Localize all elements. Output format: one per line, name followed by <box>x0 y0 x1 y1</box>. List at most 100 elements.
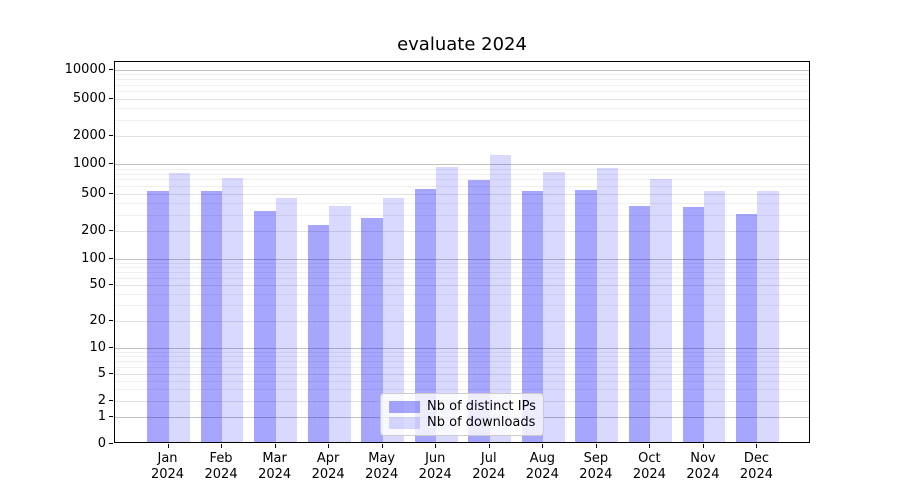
legend: Nb of distinct IPs Nb of downloads <box>380 393 544 436</box>
xtick-mark-dec-2024 <box>756 444 758 448</box>
bar-ips-sep-2024 <box>575 190 597 442</box>
bar-ips-oct-2024 <box>628 206 651 442</box>
xtick-mark-sep-2024 <box>595 444 597 448</box>
bar-downloads-nov-2024 <box>703 190 726 442</box>
ytick-label-10: 10 <box>89 340 106 355</box>
legend-label-downloads: Nb of downloads <box>427 415 536 430</box>
bar-ips-aug-2024 <box>521 191 544 442</box>
bar-downloads-jun-2024 <box>436 166 458 442</box>
plot-area <box>114 61 810 443</box>
bar-downloads-sep-2024 <box>596 168 619 442</box>
ytick-label-5000: 5000 <box>72 91 106 106</box>
ytick-label-1: 1 <box>97 409 106 424</box>
ytick-mark-100 <box>109 258 113 259</box>
ytick-label-500: 500 <box>81 186 106 201</box>
bar-downloads-apr-2024 <box>329 205 351 442</box>
gridline-y-4000 <box>115 108 809 109</box>
ytick-label-2: 2 <box>97 393 106 408</box>
ytick-mark-500 <box>109 193 113 194</box>
gridline-y-4 <box>115 380 809 382</box>
legend-swatch-downloads <box>389 416 420 429</box>
gridline-y-6000 <box>115 91 809 93</box>
ytick-mark-2000 <box>109 135 113 136</box>
ytick-label-50: 50 <box>89 277 106 292</box>
legend-label-distinct-ips: Nb of distinct IPs <box>427 399 536 414</box>
legend-swatch-distinct-ips <box>389 400 420 413</box>
ytick-mark-200 <box>109 230 113 231</box>
gridline-y-8 <box>115 356 809 358</box>
bar-ips-feb-2024 <box>200 191 223 442</box>
gridline-y-80 <box>115 267 809 269</box>
bar-ips-jul-2024 <box>468 180 490 442</box>
ytick-mark-5000 <box>109 98 113 99</box>
gridline-y-200 <box>115 231 809 232</box>
xtick-label-oct-2024: Oct 2024 <box>632 451 666 482</box>
gridline-y-400 <box>115 203 809 204</box>
gridline-y-10000 <box>115 70 809 71</box>
gridline-y-700 <box>115 179 809 181</box>
gridline-y-70 <box>115 272 809 274</box>
chart-title: evaluate 2024 <box>397 34 527 55</box>
gridline-y-100 <box>115 259 809 260</box>
xtick-mark-jan-2024 <box>167 444 169 448</box>
xtick-label-aug-2024: Aug 2024 <box>525 451 559 482</box>
ytick-mark-20 <box>109 320 113 321</box>
ytick-mark-10000 <box>109 69 113 70</box>
ytick-mark-1000 <box>109 163 113 164</box>
gridline-y-3000 <box>115 119 809 121</box>
bar-downloads-jul-2024 <box>489 154 512 442</box>
ytick-label-200: 200 <box>81 223 106 238</box>
xtick-mark-jun-2024 <box>435 444 437 448</box>
bar-downloads-dec-2024 <box>757 190 779 442</box>
xtick-mark-apr-2024 <box>328 444 330 448</box>
bar-downloads-jan-2024 <box>168 172 190 442</box>
gridline-y-900 <box>115 168 809 170</box>
xtick-label-may-2024: May 2024 <box>365 451 399 482</box>
gridline-y-90 <box>115 262 809 264</box>
gridline-y-9000 <box>115 74 809 76</box>
gridline-y-6 <box>115 367 809 369</box>
ytick-mark-50 <box>109 284 113 285</box>
xtick-mark-mar-2024 <box>274 444 276 448</box>
gridline-y-40 <box>115 293 809 295</box>
gridline-y-600 <box>115 186 809 188</box>
bar-ips-may-2024 <box>361 217 383 442</box>
gridline-y-50 <box>115 285 809 286</box>
xtick-mark-aug-2024 <box>542 444 544 448</box>
xtick-label-mar-2024: Mar 2024 <box>258 451 292 482</box>
legend-entry-distinct-ips: Nb of distinct IPs <box>389 399 536 414</box>
ytick-label-5: 5 <box>97 366 106 381</box>
legend-entry-downloads: Nb of downloads <box>389 415 535 430</box>
xtick-label-dec-2024: Dec 2024 <box>739 451 773 482</box>
gridline-y-10 <box>115 348 809 349</box>
bar-downloads-may-2024 <box>382 198 405 442</box>
bar-ips-mar-2024 <box>254 211 276 442</box>
xtick-label-apr-2024: Apr 2024 <box>311 451 345 482</box>
gridline-y-20 <box>115 321 809 322</box>
gridline-y-9 <box>115 351 809 353</box>
xtick-mark-oct-2024 <box>649 444 651 448</box>
ytick-label-1000: 1000 <box>72 156 106 171</box>
ytick-mark-1 <box>109 416 113 417</box>
bar-ips-dec-2024 <box>736 213 758 442</box>
gridline-y-2000 <box>115 136 809 137</box>
gridline-y-1000 <box>115 164 809 165</box>
gridline-y-500 <box>115 194 809 195</box>
ytick-mark-0 <box>109 443 113 444</box>
xtick-mark-feb-2024 <box>221 444 223 448</box>
bar-ips-nov-2024 <box>682 207 704 442</box>
bar-downloads-feb-2024 <box>222 177 244 442</box>
gridline-y-5000 <box>115 99 809 100</box>
bar-downloads-oct-2024 <box>650 178 672 442</box>
bar-downloads-mar-2024 <box>275 197 298 442</box>
bar-ips-jan-2024 <box>147 190 169 442</box>
ytick-label-10000: 10000 <box>64 62 106 77</box>
xtick-label-jun-2024: Jun 2024 <box>418 451 452 482</box>
bar-ips-apr-2024 <box>307 225 330 442</box>
xtick-label-jul-2024: Jul 2024 <box>472 451 506 482</box>
gridline-y-800 <box>115 173 809 175</box>
ytick-mark-5 <box>109 373 113 374</box>
gridline-y-5 <box>115 374 809 375</box>
ytick-mark-10 <box>109 347 113 348</box>
